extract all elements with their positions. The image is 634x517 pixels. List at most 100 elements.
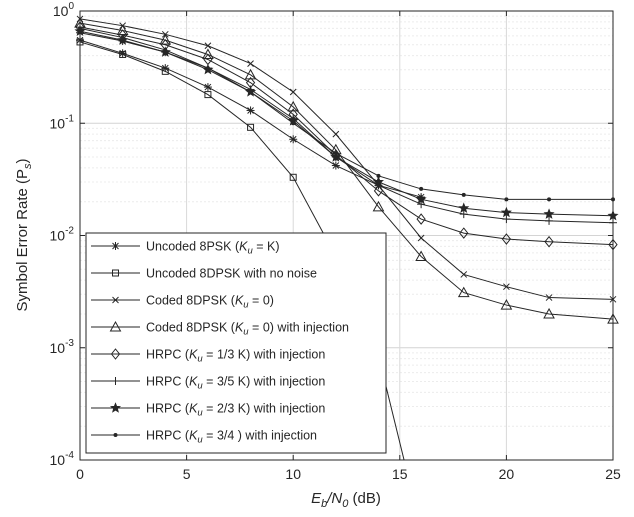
y-axis-label: Symbol Error Rate (Ps) — [14, 158, 34, 311]
legend: Uncoded 8PSK (Ku = K) Uncoded 8DPSK with … — [85, 232, 387, 454]
data-point — [417, 234, 425, 242]
data-point — [78, 26, 82, 31]
data-point — [289, 135, 298, 144]
data-point — [202, 48, 214, 59]
data-point — [500, 299, 513, 310]
legend-box — [85, 232, 387, 454]
data-point — [76, 38, 84, 46]
y-tick-label: 10-2 — [50, 226, 75, 244]
x-axis-label: Eb/N0 (dB) — [311, 490, 381, 510]
legend-entry: Uncoded 8PSK (Ku = K) — [91, 240, 280, 257]
legend-entry: HRPC (Ku = 1/3 K) with injection — [91, 348, 325, 365]
data-point — [289, 173, 297, 181]
data-point — [415, 250, 427, 262]
data-point — [376, 173, 381, 178]
legend-label: HRPC (Ku = 3/5 K) with injection — [146, 375, 325, 392]
data-point — [203, 83, 212, 92]
legend-label: Coded 8DPSK (Ku = 0) — [146, 294, 274, 311]
data-point — [545, 216, 554, 225]
legend-entry: HRPC (Ku = 3/4 ) with injection — [91, 429, 317, 446]
x-tick-label: 25 — [605, 466, 621, 482]
legend-entry: HRPC (Ku = 2/3 K) with injection — [91, 402, 325, 419]
data-point — [501, 233, 512, 245]
data-point — [461, 192, 466, 197]
data-point — [163, 47, 168, 52]
data-point — [111, 377, 120, 385]
x-tick-label: 20 — [499, 466, 515, 482]
data-point — [204, 91, 212, 99]
legend-entry: Coded 8DPSK (Ku = 0) — [91, 294, 274, 311]
data-point — [112, 296, 119, 304]
data-point — [457, 286, 470, 298]
y-tick-label: 10-1 — [50, 113, 75, 131]
data-point — [460, 271, 468, 278]
axis-ticks: 0 5 10 15 20 25 100 10-1 10-2 10-3 10-4 — [50, 1, 621, 482]
series-8 — [78, 26, 615, 202]
data-point — [609, 295, 617, 303]
data-point — [119, 50, 127, 58]
data-point — [415, 193, 427, 205]
data-point — [503, 283, 510, 291]
data-point — [607, 313, 619, 324]
data-point — [500, 206, 512, 218]
legend-label: HRPC (Ku = 2/3 K) with injection — [146, 402, 325, 419]
data-point — [544, 235, 554, 248]
y-tick-label: 100 — [53, 1, 75, 19]
series-7 — [74, 25, 619, 221]
data-point — [112, 269, 119, 277]
legend-entries: Uncoded 8PSK (Ku = K) Uncoded 8DPSK with … — [91, 240, 349, 446]
x-tick-label: 5 — [183, 466, 191, 482]
data-point — [372, 176, 385, 187]
data-point — [120, 35, 125, 40]
data-point — [248, 89, 253, 94]
data-point — [611, 197, 615, 202]
data-point — [332, 130, 340, 138]
data-point — [543, 307, 555, 319]
legend-label: Coded 8DPSK (Ku = 0) with injection — [146, 321, 349, 338]
data-point — [416, 213, 426, 225]
data-point — [246, 106, 255, 115]
data-point — [547, 197, 552, 202]
data-point — [205, 66, 210, 71]
data-point — [372, 200, 385, 212]
data-point — [109, 320, 122, 332]
x-tick-label: 0 — [76, 466, 84, 482]
data-point — [333, 151, 338, 156]
data-point — [608, 238, 618, 251]
legend-label: HRPC (Ku = 1/3 K) with injection — [146, 348, 325, 365]
data-point — [204, 42, 212, 50]
legend-entry: Coded 8DPSK (Ku = 0) with injection — [91, 321, 349, 338]
data-point — [459, 210, 468, 219]
data-point — [111, 242, 120, 250]
data-point — [607, 209, 619, 221]
data-point — [161, 67, 169, 75]
data-point — [458, 202, 470, 213]
data-point — [244, 68, 257, 80]
data-point — [110, 348, 121, 360]
x-tick-label: 15 — [392, 466, 408, 482]
data-point — [247, 123, 255, 131]
data-point — [504, 197, 509, 202]
data-point — [247, 60, 254, 67]
x-tick-label: 10 — [285, 466, 301, 482]
data-point — [459, 227, 469, 239]
y-tick-label: 10-3 — [50, 338, 75, 356]
legend-label: HRPC (Ku = 3/4 ) with injection — [146, 429, 317, 446]
data-point — [543, 208, 555, 219]
data-point — [159, 34, 172, 45]
data-point — [291, 121, 296, 126]
data-point — [502, 215, 511, 224]
y-tick-label: 10-4 — [50, 450, 75, 468]
data-point — [419, 186, 424, 191]
legend-entry: HRPC (Ku = 3/5 K) with injection — [91, 375, 325, 392]
data-point — [373, 185, 384, 197]
data-point — [287, 100, 300, 112]
legend-entry: Uncoded 8DPSK with no noise — [91, 267, 317, 281]
data-point — [113, 433, 118, 437]
data-point — [289, 88, 297, 96]
data-point — [609, 218, 617, 227]
series-group — [74, 15, 619, 461]
legend-label: Uncoded 8DPSK with no noise — [146, 267, 317, 281]
data-point — [545, 294, 553, 301]
